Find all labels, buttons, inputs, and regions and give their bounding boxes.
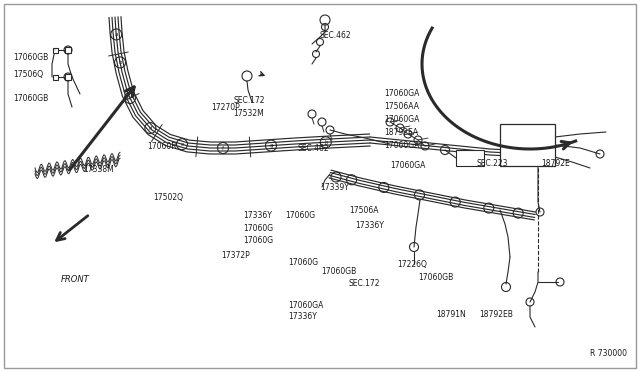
Text: FRONT: FRONT — [61, 275, 90, 284]
Text: 17060GA: 17060GA — [384, 141, 419, 150]
Text: a: a — [115, 32, 118, 37]
Text: 17060G: 17060G — [288, 258, 318, 267]
Bar — [52, 74, 58, 80]
Text: 17336Y: 17336Y — [355, 221, 384, 230]
Text: 17060GA: 17060GA — [288, 301, 323, 310]
Text: 17270P: 17270P — [211, 103, 240, 112]
Bar — [65, 74, 71, 80]
Bar — [500, 124, 555, 166]
Text: 17502Q: 17502Q — [154, 193, 184, 202]
Text: 17060GB: 17060GB — [321, 267, 356, 276]
Text: h: h — [324, 140, 328, 145]
Bar — [65, 47, 71, 53]
Text: 17336Y: 17336Y — [243, 211, 272, 220]
Text: 18792EA: 18792EA — [384, 128, 418, 137]
Text: 17506A: 17506A — [349, 206, 378, 215]
Text: g: g — [269, 143, 273, 148]
Text: b: b — [118, 60, 122, 65]
Text: SEC.462: SEC.462 — [298, 144, 329, 153]
Bar — [52, 48, 58, 52]
Text: 17060GA: 17060GA — [384, 115, 419, 124]
Text: 17226Q: 17226Q — [397, 260, 427, 269]
Text: 17372P: 17372P — [221, 251, 250, 260]
Text: 17060GA: 17060GA — [384, 89, 419, 97]
Text: R 730000: R 730000 — [590, 350, 627, 359]
Text: 17532M: 17532M — [234, 109, 264, 118]
Text: e: e — [180, 142, 184, 147]
Text: SEC.172: SEC.172 — [234, 96, 265, 105]
Text: 17060G: 17060G — [285, 211, 315, 220]
Text: 18791N: 18791N — [436, 310, 466, 319]
Text: 17060GB: 17060GB — [418, 273, 453, 282]
Text: 17506AA: 17506AA — [384, 102, 419, 110]
Text: 17060G: 17060G — [243, 236, 273, 245]
Text: 17060GB: 17060GB — [13, 94, 48, 103]
Text: d: d — [148, 126, 152, 131]
Text: 17506Q: 17506Q — [13, 70, 43, 79]
Text: 18792E: 18792E — [541, 159, 570, 168]
Text: 17336Y: 17336Y — [288, 312, 317, 321]
Text: 17339Y: 17339Y — [320, 183, 349, 192]
Text: 18792EB: 18792EB — [479, 310, 513, 319]
Bar — [456, 150, 484, 166]
Text: SEC.462: SEC.462 — [320, 31, 351, 40]
Text: f: f — [222, 145, 224, 151]
Text: 17060GB: 17060GB — [13, 53, 48, 62]
Text: 17060R: 17060R — [147, 142, 177, 151]
Text: 17060G: 17060G — [243, 224, 273, 233]
Text: 17060GA: 17060GA — [390, 161, 426, 170]
Text: c: c — [129, 96, 131, 100]
Text: SEC.172: SEC.172 — [349, 279, 380, 288]
Text: 17338M: 17338M — [83, 165, 114, 174]
Text: SEC.223: SEC.223 — [477, 159, 508, 168]
